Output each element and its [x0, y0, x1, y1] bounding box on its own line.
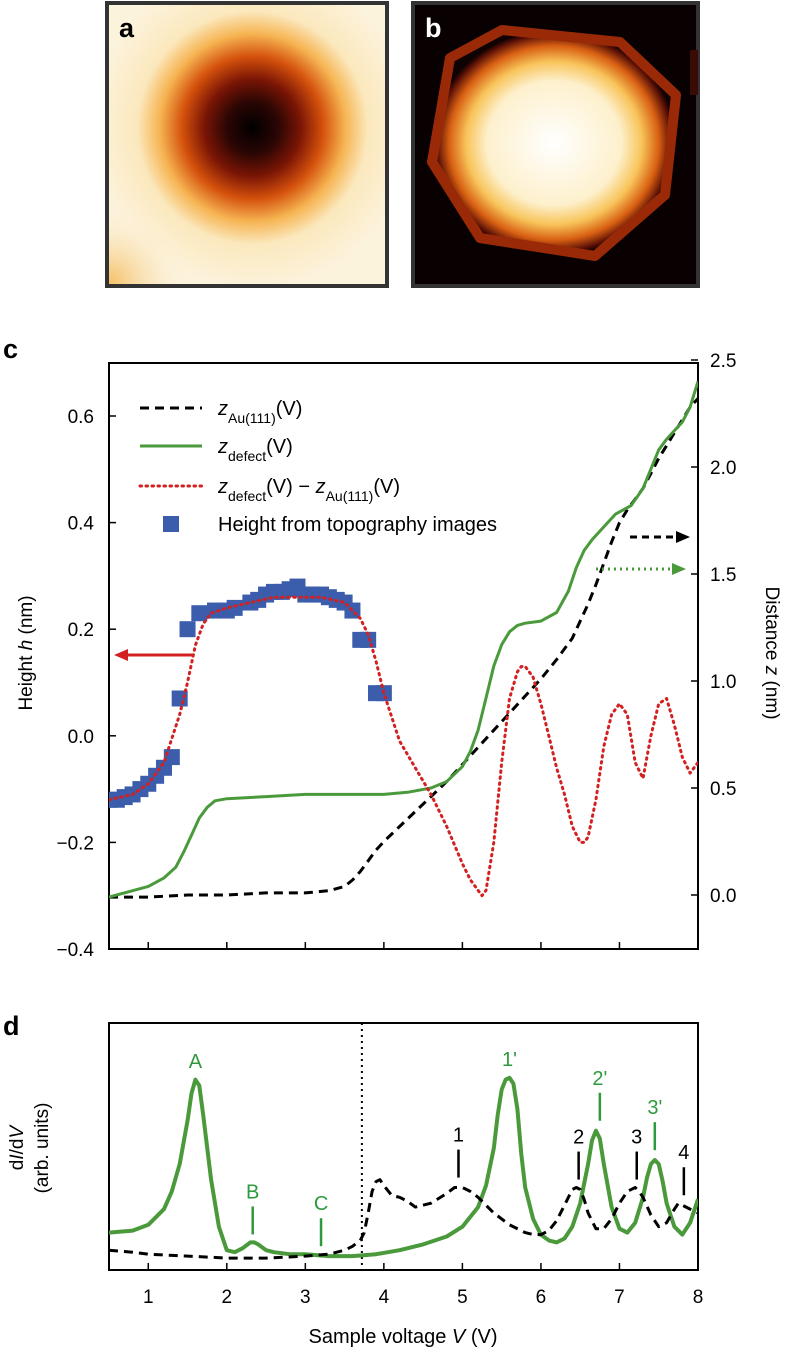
- d-x-tick-label: 6: [536, 1287, 547, 1308]
- peak-label: 2': [592, 1068, 607, 1090]
- arrow-to-left-axis-head: [114, 649, 128, 661]
- c-right-tick-label: 2.5: [710, 351, 736, 372]
- series-z_au: [109, 397, 698, 899]
- d-x-tick-label: 1: [143, 1287, 154, 1308]
- c-right-tick-label: 1.5: [710, 565, 736, 586]
- image-b: [411, 1, 700, 288]
- c-left-tick-label: 0.2: [68, 620, 94, 641]
- plot-frame-d: [108, 1022, 699, 1271]
- dIdV-axis-label: dI/dV: [7, 1123, 28, 1170]
- plot-frame-c: [108, 362, 699, 950]
- series-defect-didv: [109, 1075, 698, 1259]
- topography-marker: [191, 605, 208, 622]
- image-b-protrusion: [427, 25, 681, 261]
- d-x-tick-label: 3: [300, 1287, 311, 1308]
- c-left-tick-label: 0.6: [68, 407, 94, 428]
- legend-label-z_defect: zdefect(V): [217, 436, 293, 464]
- peak-label: 3: [631, 1127, 642, 1149]
- panel-label-c: c: [3, 334, 18, 364]
- d-x-tick-label: 2: [222, 1287, 233, 1308]
- d-x-tick-label: 7: [614, 1287, 625, 1308]
- panel-label-a: a: [119, 13, 135, 43]
- peak-labels: A B C 1' 2' 3' 1 2 3 4: [189, 1049, 689, 1247]
- panel-d-series: [109, 1023, 698, 1270]
- axis-arrows: [114, 531, 690, 661]
- panel-d-ticks: 1 2 3 4 5 6 7 8: [143, 1263, 703, 1308]
- c-left-tick-label: 0.0: [68, 727, 94, 748]
- d-x-tick-label: 8: [693, 1287, 704, 1308]
- left-axis-label: Height h (nm): [16, 595, 37, 710]
- peak-label: 4: [678, 1142, 689, 1164]
- c-left-tick-label: −0.2: [56, 833, 94, 854]
- image-a: [105, 1, 389, 288]
- image-a-corner-feature: [109, 204, 189, 284]
- legend-label-z_au: zAu(111)(V): [217, 398, 302, 426]
- d-x-tick-label: 5: [457, 1287, 468, 1308]
- c-right-tick-label: 0.5: [710, 779, 736, 800]
- right-axis-label: Distance z (nm): [761, 586, 782, 719]
- x-axis-label: Sample voltage V (V): [309, 1326, 498, 1348]
- peak-label: C: [314, 1193, 328, 1215]
- arrow-to-right-axis-defect-head: [672, 563, 686, 575]
- dIdV-axis-units: (arb. units): [32, 1103, 53, 1194]
- d-x-tick-label: 4: [379, 1287, 390, 1308]
- topography-height-markers: [109, 578, 392, 808]
- panel-label-d: d: [3, 1011, 20, 1041]
- c-right-tick-label: 2.0: [710, 458, 736, 479]
- topography-marker: [179, 621, 196, 638]
- c-left-tick-label: −0.4: [56, 940, 94, 961]
- panel-label-b: b: [425, 13, 442, 43]
- peak-label: 1: [453, 1125, 464, 1147]
- peak-label: 3': [647, 1097, 662, 1119]
- c-right-tick-label: 1.0: [710, 672, 736, 693]
- series-diff: [109, 595, 698, 898]
- peak-label: 1': [502, 1049, 517, 1071]
- legend-label-diff: zdefect(V) − zAu(111)(V): [217, 476, 400, 504]
- topography-marker: [163, 749, 180, 766]
- arrow-to-right-axis-au-head: [676, 531, 690, 543]
- panel-c-ticks: −0.4 −0.2 0.0 0.2 0.4 0.6 0.0 0.5 1.0 1.5 2.0 2.5: [56, 351, 736, 961]
- legend-marker-topo: [163, 516, 179, 532]
- topography-marker: [226, 599, 243, 616]
- peak-label: B: [246, 1181, 259, 1203]
- peak-label: A: [189, 1051, 203, 1073]
- series-z_defect: [109, 380, 698, 899]
- image-b-edge-feature: [690, 50, 698, 95]
- c-left-tick-label: 0.4: [68, 514, 95, 535]
- c-right-tick-label: 0.0: [710, 886, 736, 907]
- legend: zAu(111)(V) zdefect(V) zdefect(V) − zAu(11…: [138, 398, 497, 536]
- topography-marker: [171, 690, 188, 707]
- peak-label: 2: [573, 1127, 584, 1149]
- panel-c-series: [109, 380, 698, 899]
- series-au-didv: [109, 1178, 698, 1260]
- legend-label-topo: Height from topography images: [218, 514, 497, 536]
